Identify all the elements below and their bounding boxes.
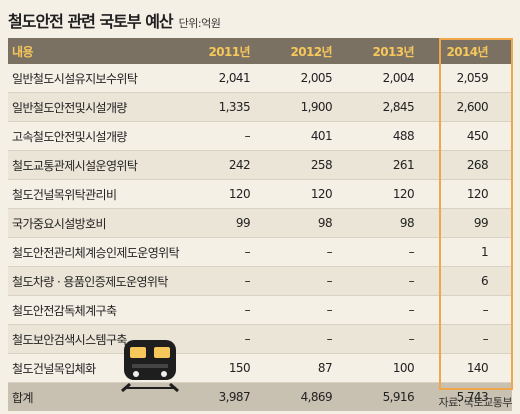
value-cell: 488 <box>392 129 415 143</box>
value-cell: 268 <box>466 158 489 172</box>
total-cell: 5,916 <box>382 390 415 404</box>
value-cell: 2,005 <box>300 71 333 85</box>
value-cell: – <box>326 274 333 288</box>
chart-title: 철도안전 관련 국토부 예산 <box>8 12 174 31</box>
row-label: 고속철도안전및시설개량 <box>12 129 127 144</box>
value-cell: – <box>244 332 251 346</box>
train-icon <box>121 340 179 392</box>
row-label: 철도건널목입체화 <box>12 361 96 376</box>
value-cell: 2,041 <box>218 71 251 85</box>
row-label: 철도안전관리체계승인제도운영위탁 <box>12 245 180 260</box>
value-cell: 2,845 <box>382 100 415 114</box>
value-cell: 120 <box>392 187 415 201</box>
value-cell: – <box>244 129 251 143</box>
value-cell: 140 <box>466 361 489 375</box>
value-cell: 2,004 <box>382 71 415 85</box>
value-cell: 150 <box>228 361 251 375</box>
source-note: 자료: 국토교통부 <box>438 396 512 409</box>
table-row: 국가중요시설방호비 99 98 98 99 <box>8 209 512 238</box>
value-cell: 87 <box>317 361 333 375</box>
row-label: 철도보안검색시스템구축 <box>12 332 127 347</box>
total-label: 합계 <box>12 390 33 405</box>
row-label: 국가중요시설방호비 <box>12 216 107 231</box>
value-cell: – <box>408 332 415 346</box>
header-cell: 내용 <box>12 44 33 59</box>
value-cell: 2,059 <box>456 71 489 85</box>
total-row: 합계 3,987 4,869 5,916 5,743 <box>8 383 512 411</box>
header-cell: 2013년 <box>372 44 415 59</box>
table-row: 철도차량 · 용품인증제도운영위탁 – – – 6 <box>8 267 512 296</box>
value-cell: 2,600 <box>456 100 489 114</box>
header-cell: 2014년 <box>446 44 489 59</box>
value-cell: 6 <box>480 274 489 288</box>
value-cell: 99 <box>473 216 489 230</box>
table-row: 철도건널목입체화 150 87 100 140 <box>8 354 512 383</box>
value-cell: – <box>482 332 489 346</box>
table-row: 고속철도안전및시설개량 – 401 488 450 <box>8 122 512 151</box>
table-row: 일반철도시설유지보수위탁 2,041 2,005 2,004 2,059 <box>8 64 512 93</box>
header-cell: 2012년 <box>290 44 333 59</box>
header-cell: 2011년 <box>208 44 251 59</box>
title-row: 철도안전 관련 국토부 예산 단위:억원 <box>8 8 221 34</box>
value-cell: 98 <box>317 216 333 230</box>
value-cell: – <box>408 274 415 288</box>
row-label: 철도안전감독체계구축 <box>12 303 117 318</box>
value-cell: 120 <box>466 187 489 201</box>
table-row: 철도교통관제시설운영위탁 242 258 261 268 <box>8 151 512 180</box>
value-cell: – <box>244 245 251 259</box>
row-label: 일반철도시설유지보수위탁 <box>12 71 138 86</box>
value-cell: – <box>326 303 333 317</box>
value-cell: – <box>244 274 251 288</box>
value-cell: 242 <box>228 158 251 172</box>
budget-table: 내용 2011년 2012년 2013년 2014년 일반철도시설유지보수위탁 2… <box>8 38 512 411</box>
value-cell: – <box>408 303 415 317</box>
value-cell: 100 <box>392 361 415 375</box>
value-cell: 1,335 <box>218 100 251 114</box>
value-cell: 261 <box>392 158 415 172</box>
value-cell: – <box>408 245 415 259</box>
row-label: 철도교통관제시설운영위탁 <box>12 158 138 173</box>
table-row: 일반철도안전및시설개량 1,335 1,900 2,845 2,600 <box>8 93 512 122</box>
value-cell: 120 <box>310 187 333 201</box>
table-row: 철도안전관리체계승인제도운영위탁 – – – 1 <box>8 238 512 267</box>
value-cell: 99 <box>235 216 251 230</box>
row-label: 철도건널목위탁관리비 <box>12 187 117 202</box>
table-row: 철도안전감독체계구축 – – – – <box>8 296 512 325</box>
value-cell: – <box>482 303 489 317</box>
value-cell: – <box>326 332 333 346</box>
value-cell: 1 <box>480 245 489 259</box>
row-label: 일반철도안전및시설개량 <box>12 100 127 115</box>
row-label: 철도차량 · 용품인증제도운영위탁 <box>12 274 168 289</box>
value-cell: 401 <box>310 129 333 143</box>
table-row: 철도보안검색시스템구축 – – – – <box>8 325 512 354</box>
table-body: 일반철도시설유지보수위탁 2,041 2,005 2,004 2,059 일반철도안전및시… <box>8 64 512 383</box>
total-cell: 5,743 <box>456 390 489 404</box>
value-cell: 98 <box>399 216 415 230</box>
total-cell: 3,987 <box>218 390 251 404</box>
value-cell: 120 <box>228 187 251 201</box>
value-cell: 450 <box>466 129 489 143</box>
value-cell: 1,900 <box>300 100 333 114</box>
value-cell: – <box>326 245 333 259</box>
table-row: 철도건널목위탁관리비 120 120 120 120 <box>8 180 512 209</box>
value-cell: 258 <box>310 158 333 172</box>
table-header: 내용 2011년 2012년 2013년 2014년 <box>8 38 512 64</box>
value-cell: – <box>244 303 251 317</box>
unit-label: 단위:억원 <box>178 17 221 30</box>
total-cell: 4,869 <box>300 390 333 404</box>
